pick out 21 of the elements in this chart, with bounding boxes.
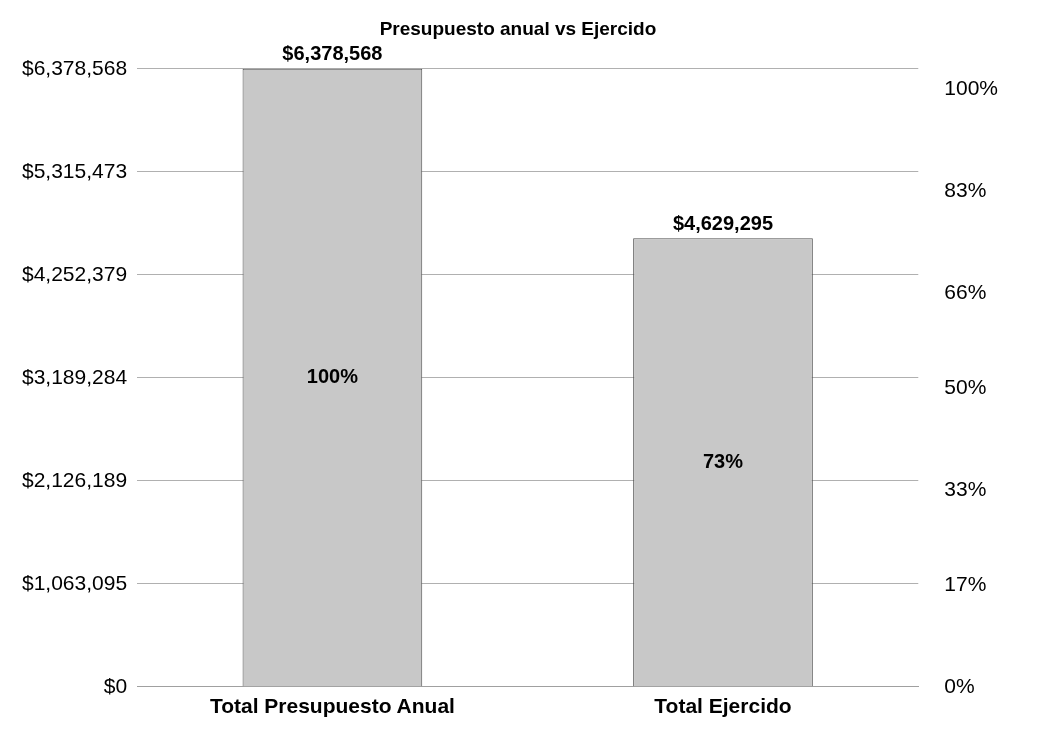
data-label: $4,629,295: [672, 211, 774, 234]
y-tick-label: $0: [103, 673, 128, 697]
data-label: $6,378,568: [282, 42, 383, 65]
y-tick-label: $5,315,473: [21, 158, 128, 182]
y2-tick-label: 100%: [944, 76, 999, 100]
y-tick-label: $3,189,284: [21, 364, 128, 388]
y2-tick-label: 66%: [944, 279, 987, 303]
annotation: 100%: [306, 365, 359, 388]
y-tick-label: $2,126,189: [21, 467, 128, 491]
y2-tick-label: 50%: [944, 375, 987, 399]
y2-tick-label: 33%: [944, 476, 987, 500]
y2-tick-label: 17%: [944, 572, 987, 596]
y2-tick-label: 83%: [944, 178, 987, 201]
y-tick-label: $1,063,095: [21, 570, 128, 594]
annotation: 73%: [702, 449, 744, 472]
y-tick-label: $6,378,568: [21, 55, 128, 79]
chart-title: Presupuesto anual vs Ejercido: [379, 17, 657, 39]
y2-tick-label: 0%: [944, 673, 975, 697]
y-tick-label: $4,252,379: [21, 261, 128, 285]
x-tick-label: Total Presupuesto Anual: [209, 694, 455, 718]
x-tick-label: Total Ejercido: [654, 694, 792, 718]
